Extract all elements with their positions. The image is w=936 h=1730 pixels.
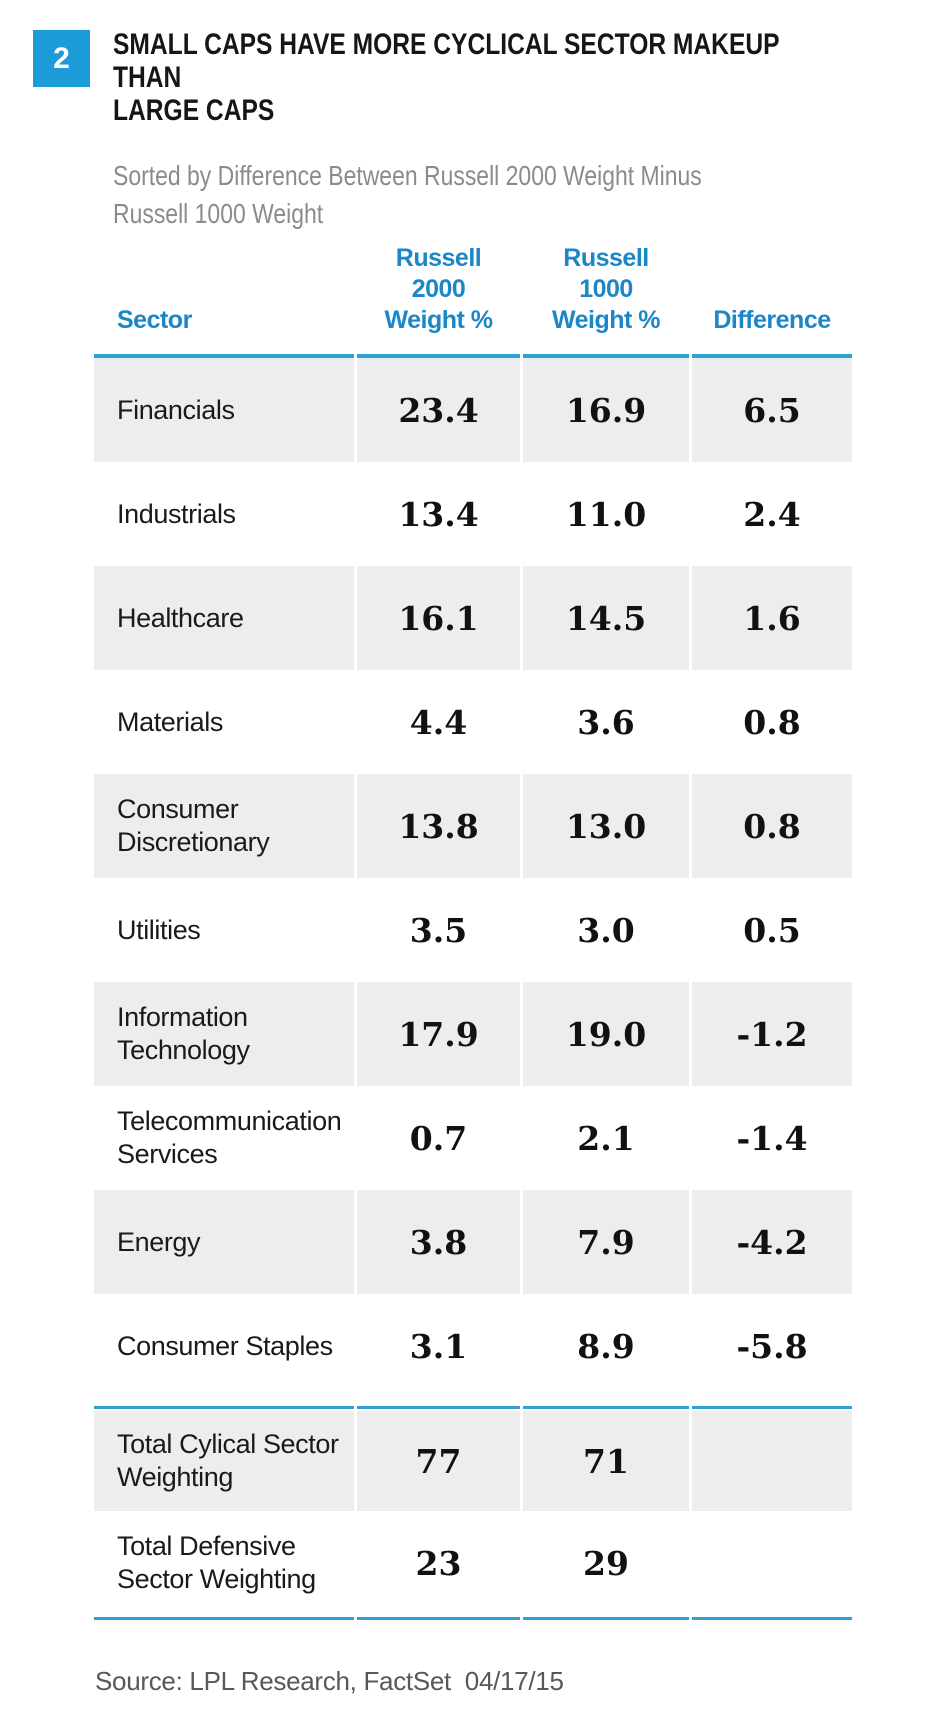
r1000-weight-cell: 13.0 <box>523 774 689 878</box>
sector-cell: Financials <box>94 358 354 462</box>
column-header-russell-1000-weight: Russell 1000 Weight % <box>551 244 661 334</box>
header-rule-segment <box>357 354 520 358</box>
r2000-weight-cell: 0.7 <box>409 1118 468 1158</box>
r1000-weight-cell: 2.1 <box>577 1118 635 1158</box>
difference-cell <box>692 1511 852 1615</box>
r1000-weight-cell: 29 <box>583 1543 629 1583</box>
difference-cell: 0.8 <box>743 702 801 742</box>
r1000-weight-cell: 71 <box>523 1411 689 1511</box>
table-row-total-defensive: Total Defensive Sector Weighting 23 29 <box>94 1511 852 1615</box>
column-header-difference: Difference <box>713 306 831 334</box>
source-note: Source: LPL Research, FactSet 04/17/15 <box>95 1666 564 1696</box>
sector-cell: Total Cylical Sector Weighting <box>94 1411 354 1511</box>
r2000-weight-cell: 17.9 <box>357 982 520 1086</box>
sector-cell: Information Technology <box>94 982 354 1086</box>
r2000-weight-cell: 77 <box>357 1411 520 1511</box>
r2000-weight-cell: 23 <box>415 1543 462 1583</box>
r1000-weight-cell: 3.0 <box>577 910 635 950</box>
difference-cell: -1.2 <box>692 982 852 1086</box>
totals-separator-rule <box>94 1406 852 1409</box>
difference-cell: 0.8 <box>692 774 852 878</box>
table-row-industrials: Industrials 13.4 11.0 2.4 <box>94 462 852 566</box>
r1000-weight-cell: 3.6 <box>577 702 635 742</box>
r2000-weight-cell: 3.5 <box>409 910 468 950</box>
difference-cell: 6.5 <box>692 358 852 462</box>
difference-cell: -1.4 <box>736 1118 808 1158</box>
r2000-weight-cell: 13.8 <box>357 774 520 878</box>
rule-segment <box>523 1406 689 1409</box>
r2000-weight-cell: 3.8 <box>357 1190 520 1294</box>
r2000-weight-cell: 23.4 <box>357 358 520 462</box>
sector-cell: Industrials <box>117 498 236 529</box>
rule-segment <box>692 1406 852 1409</box>
r1000-weight-cell: 8.9 <box>577 1326 635 1366</box>
table-row-energy: Energy 3.8 7.9 -4.2 <box>94 1190 852 1294</box>
r2000-weight-cell: 3.1 <box>409 1326 468 1366</box>
sector-cell: Utilities <box>117 914 201 945</box>
difference-cell: 2.4 <box>743 494 801 534</box>
r2000-weight-cell: 13.4 <box>398 494 479 534</box>
table-row-consumer-discretionary: Consumer Discretionary 13.8 13.0 0.8 <box>94 774 852 878</box>
sector-cell: Consumer Staples <box>117 1330 333 1361</box>
rule-segment <box>523 1617 689 1620</box>
figure-header: 2 SMALL CAPS HAVE MORE CYCLICAL SECTOR M… <box>33 28 936 127</box>
header-rule <box>94 354 852 358</box>
figure-number-badge: 2 <box>33 30 90 87</box>
rule-segment <box>357 1406 520 1409</box>
sector-cell: Telecommunication Services <box>117 1106 342 1169</box>
table-row-consumer-staples: Consumer Staples 3.1 8.9 -5.8 <box>94 1294 852 1398</box>
column-header-sector: Sector <box>117 306 192 334</box>
r1000-weight-cell: 16.9 <box>523 358 689 462</box>
r1000-weight-cell: 14.5 <box>523 566 689 670</box>
sector-cell: Consumer Discretionary <box>94 774 354 878</box>
table-row-healthcare: Healthcare 16.1 14.5 1.6 <box>94 566 852 670</box>
sector-cell: Total Defensive Sector Weighting <box>117 1531 316 1594</box>
table-row-materials: Materials 4.4 3.6 0.8 <box>94 670 852 774</box>
rule-segment <box>357 1617 520 1620</box>
figure-subtitle: Sorted by Difference Between Russell 200… <box>113 160 702 229</box>
r2000-weight-cell: 16.1 <box>357 566 520 670</box>
difference-cell: -4.2 <box>692 1190 852 1294</box>
sector-weight-table: Sector Russell 2000 Weight % Russell 100… <box>94 243 852 1620</box>
sector-cell: Materials <box>117 706 223 737</box>
column-header-russell-2000-weight: Russell 2000 Weight % <box>384 244 493 334</box>
r1000-weight-cell: 11.0 <box>565 494 647 534</box>
table-row-information-technology: Information Technology 17.9 19.0 -1.2 <box>94 982 852 1086</box>
rule-segment <box>94 1617 354 1620</box>
table-row-financials: Financials 23.4 16.9 6.5 <box>94 358 852 462</box>
r1000-weight-cell: 19.0 <box>523 982 689 1086</box>
difference-cell: 0.5 <box>743 910 801 950</box>
sector-cell: Healthcare <box>94 566 354 670</box>
table-header-row: Sector Russell 2000 Weight % Russell 100… <box>94 243 852 354</box>
difference-cell: 1.6 <box>692 566 852 670</box>
table-row-utilities: Utilities 3.5 3.0 0.5 <box>94 878 852 982</box>
figure-title: SMALL CAPS HAVE MORE CYCLICAL SECTOR MAK… <box>113 28 780 127</box>
sector-cell: Energy <box>94 1190 354 1294</box>
r1000-weight-cell: 7.9 <box>523 1190 689 1294</box>
r2000-weight-cell: 4.4 <box>409 702 468 742</box>
difference-cell <box>692 1411 852 1511</box>
header-rule-segment <box>692 354 852 358</box>
difference-cell: -5.8 <box>736 1326 808 1366</box>
rule-segment <box>692 1617 852 1620</box>
table-row-total-cyclical: Total Cylical Sector Weighting 77 71 <box>94 1411 852 1511</box>
header-rule-segment <box>94 354 354 358</box>
rule-segment <box>94 1406 354 1409</box>
header-rule-segment <box>523 354 689 358</box>
table-row-telecommunication-services: Telecommunication Services 0.7 2.1 -1.4 <box>94 1086 852 1190</box>
table-bottom-rule <box>94 1617 852 1620</box>
